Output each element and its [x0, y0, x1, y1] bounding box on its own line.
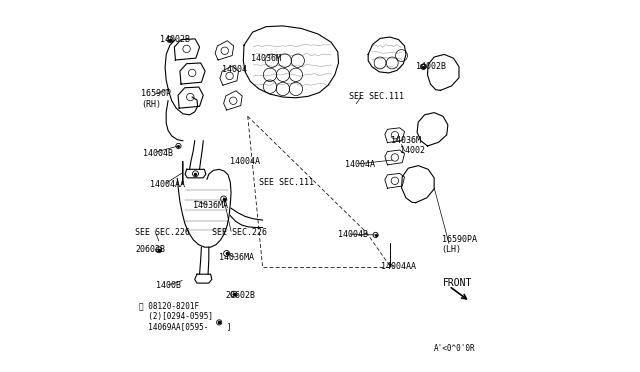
- Text: 14002B: 14002B: [415, 62, 445, 71]
- Text: Ⓑ 08120-8201F
  (2)[0294-0595]
  14069AA[0595-    ]: Ⓑ 08120-8201F (2)[0294-0595] 14069AA[059…: [139, 302, 232, 331]
- Text: 14036M: 14036M: [391, 136, 421, 145]
- Text: SEE SEC.226: SEE SEC.226: [212, 228, 267, 237]
- Text: A'<0^0'0R: A'<0^0'0R: [434, 344, 476, 353]
- Text: 14036M: 14036M: [252, 54, 282, 62]
- Text: 14004B: 14004B: [338, 230, 368, 240]
- Text: 20602B: 20602B: [225, 291, 255, 300]
- Text: 1400B: 1400B: [156, 281, 181, 290]
- Text: SEE SEC.226: SEE SEC.226: [136, 228, 191, 237]
- Text: 14004A: 14004A: [345, 160, 375, 169]
- Text: 14036MA: 14036MA: [219, 253, 254, 262]
- Text: 16590P
(RH): 16590P (RH): [141, 89, 172, 109]
- Text: 14002: 14002: [400, 146, 425, 155]
- Text: 14004B: 14004B: [143, 149, 173, 158]
- Text: 14036MA: 14036MA: [193, 201, 228, 210]
- Text: 14004A: 14004A: [230, 157, 260, 166]
- Text: SEE SEC.111: SEE SEC.111: [349, 92, 404, 101]
- Text: SEE SEC.111: SEE SEC.111: [259, 178, 314, 187]
- Text: 16590PA
(LH): 16590PA (LH): [442, 235, 477, 254]
- Text: 14004: 14004: [222, 65, 247, 74]
- Text: 14002B: 14002B: [160, 35, 190, 44]
- Text: FRONT: FRONT: [443, 278, 472, 288]
- Text: 14004AA: 14004AA: [381, 262, 416, 271]
- Text: 14004AA: 14004AA: [150, 180, 185, 189]
- Text: 20602B: 20602B: [136, 245, 165, 254]
